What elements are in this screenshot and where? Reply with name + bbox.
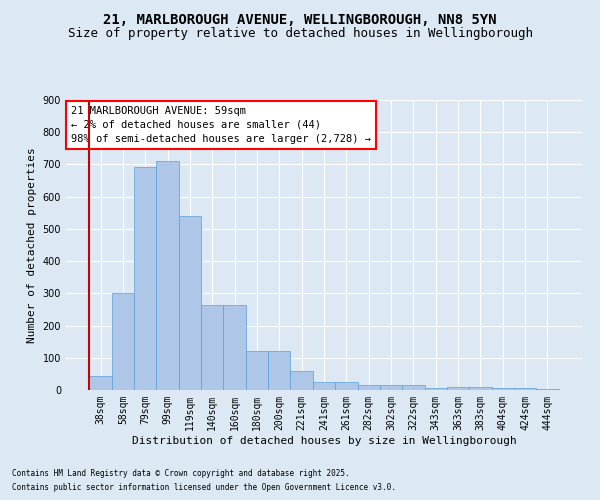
Text: Size of property relative to detached houses in Wellingborough: Size of property relative to detached ho…	[67, 28, 533, 40]
Bar	[268, 352, 290, 390]
Text: 21 MARLBOROUGH AVENUE: 59sqm
← 2% of detached houses are smaller (44)
98% of sem: 21 MARLBOROUGH AVENUE: 59sqm ← 2% of det…	[71, 106, 371, 144]
Bar	[313, 382, 335, 390]
Bar	[335, 382, 358, 390]
Y-axis label: Number of detached properties: Number of detached properties	[27, 147, 37, 343]
Bar	[491, 388, 514, 390]
Bar	[157, 161, 179, 390]
Bar	[358, 385, 380, 390]
Bar	[469, 387, 491, 390]
Text: 21, MARLBOROUGH AVENUE, WELLINGBOROUGH, NN8 5YN: 21, MARLBOROUGH AVENUE, WELLINGBOROUGH, …	[103, 12, 497, 26]
X-axis label: Distribution of detached houses by size in Wellingborough: Distribution of detached houses by size …	[131, 436, 517, 446]
Bar	[290, 370, 313, 390]
Bar	[380, 385, 402, 390]
Bar	[402, 385, 425, 390]
Bar	[134, 166, 157, 390]
Bar	[246, 352, 268, 390]
Bar	[425, 388, 447, 390]
Bar	[447, 387, 469, 390]
Bar	[223, 304, 246, 390]
Bar	[89, 376, 112, 390]
Bar	[179, 216, 201, 390]
Bar	[514, 388, 536, 390]
Bar	[201, 304, 223, 390]
Text: Contains public sector information licensed under the Open Government Licence v3: Contains public sector information licen…	[12, 484, 396, 492]
Text: Contains HM Land Registry data © Crown copyright and database right 2025.: Contains HM Land Registry data © Crown c…	[12, 468, 350, 477]
Bar	[112, 294, 134, 390]
